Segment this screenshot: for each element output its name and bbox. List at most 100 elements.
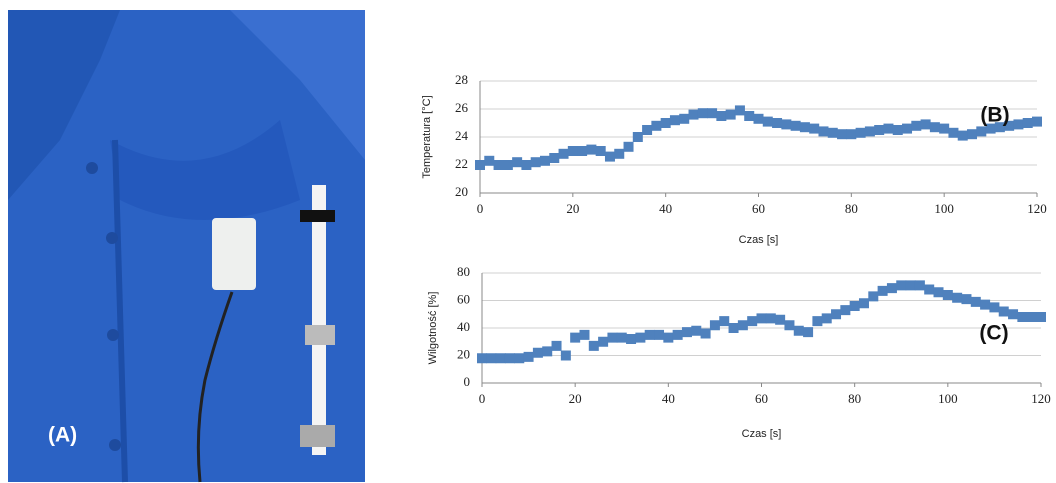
point xyxy=(691,326,701,336)
x-tick-label: 80 xyxy=(845,201,858,216)
point xyxy=(828,128,838,138)
point xyxy=(707,108,717,118)
y-tick-label: 28 xyxy=(455,72,468,87)
point xyxy=(540,156,550,166)
y-tick-label: 40 xyxy=(457,319,470,334)
point xyxy=(477,353,487,363)
point xyxy=(738,320,748,330)
point xyxy=(561,351,571,361)
point xyxy=(626,334,636,344)
point xyxy=(921,119,931,129)
point xyxy=(924,285,934,295)
point xyxy=(698,108,708,118)
point xyxy=(654,330,664,340)
point xyxy=(754,114,764,124)
y-axis-label: Wilgotność [%] xyxy=(427,292,439,365)
point xyxy=(524,352,534,362)
point xyxy=(514,353,524,363)
point xyxy=(837,129,847,139)
point xyxy=(856,128,866,138)
point xyxy=(893,125,903,135)
point xyxy=(503,160,513,170)
point xyxy=(958,131,968,141)
point xyxy=(902,124,912,134)
point xyxy=(719,316,729,326)
y-tick-label: 20 xyxy=(457,346,470,361)
point xyxy=(781,119,791,129)
point xyxy=(624,142,634,152)
point xyxy=(930,122,940,132)
point xyxy=(934,287,944,297)
point xyxy=(791,121,801,131)
x-tick-label: 0 xyxy=(479,391,486,406)
y-axis-label: Temperatura [°C] xyxy=(421,95,433,178)
point xyxy=(521,160,531,170)
point xyxy=(617,333,627,343)
point xyxy=(552,341,562,351)
x-tick-label: 60 xyxy=(752,201,765,216)
point xyxy=(812,316,822,326)
point xyxy=(939,124,949,134)
point xyxy=(496,353,506,363)
point xyxy=(784,320,794,330)
point xyxy=(549,153,559,163)
point xyxy=(568,146,578,156)
point xyxy=(726,110,736,120)
point xyxy=(766,313,776,323)
point xyxy=(846,129,856,139)
point xyxy=(999,307,1009,317)
point xyxy=(803,327,813,337)
point xyxy=(607,333,617,343)
point xyxy=(1023,118,1033,128)
point xyxy=(961,294,971,304)
figure: (A) 2022242628020406080100120Czas [s]Tem… xyxy=(0,0,1056,483)
point xyxy=(577,146,587,156)
y-tick-label: 80 xyxy=(457,264,470,279)
point xyxy=(865,126,875,136)
x-axis-label: Czas [s] xyxy=(742,428,782,440)
point xyxy=(579,330,589,340)
point xyxy=(475,160,485,170)
point xyxy=(744,111,754,121)
point xyxy=(614,149,624,159)
point xyxy=(542,346,552,356)
clip xyxy=(300,425,335,447)
point xyxy=(809,124,819,134)
point xyxy=(840,305,850,315)
point xyxy=(915,280,925,290)
x-tick-label: 120 xyxy=(1027,201,1047,216)
x-tick-label: 20 xyxy=(566,201,579,216)
point xyxy=(642,125,652,135)
point xyxy=(505,353,515,363)
point xyxy=(586,145,596,155)
point xyxy=(689,110,699,120)
sensor-strip xyxy=(312,185,326,455)
point xyxy=(868,291,878,301)
point xyxy=(679,114,689,124)
point xyxy=(1008,309,1018,319)
point xyxy=(989,302,999,312)
annotation: (B) xyxy=(980,104,1009,127)
point xyxy=(598,337,608,347)
photo: (A) xyxy=(8,10,365,482)
x-tick-label: 100 xyxy=(934,201,954,216)
point xyxy=(911,121,921,131)
x-tick-label: 0 xyxy=(477,201,484,216)
point xyxy=(976,126,986,136)
point xyxy=(570,333,580,343)
point xyxy=(651,121,661,131)
point xyxy=(822,313,832,323)
point xyxy=(633,132,643,142)
point xyxy=(818,126,828,136)
point xyxy=(896,280,906,290)
y-tick-label: 20 xyxy=(455,184,468,199)
photo-label: (A) xyxy=(48,424,77,447)
point xyxy=(670,115,680,125)
x-tick-label: 80 xyxy=(848,391,861,406)
point xyxy=(906,280,916,290)
point xyxy=(533,348,543,358)
clip xyxy=(305,325,335,345)
button xyxy=(106,232,118,244)
point xyxy=(775,315,785,325)
point xyxy=(1027,312,1037,322)
